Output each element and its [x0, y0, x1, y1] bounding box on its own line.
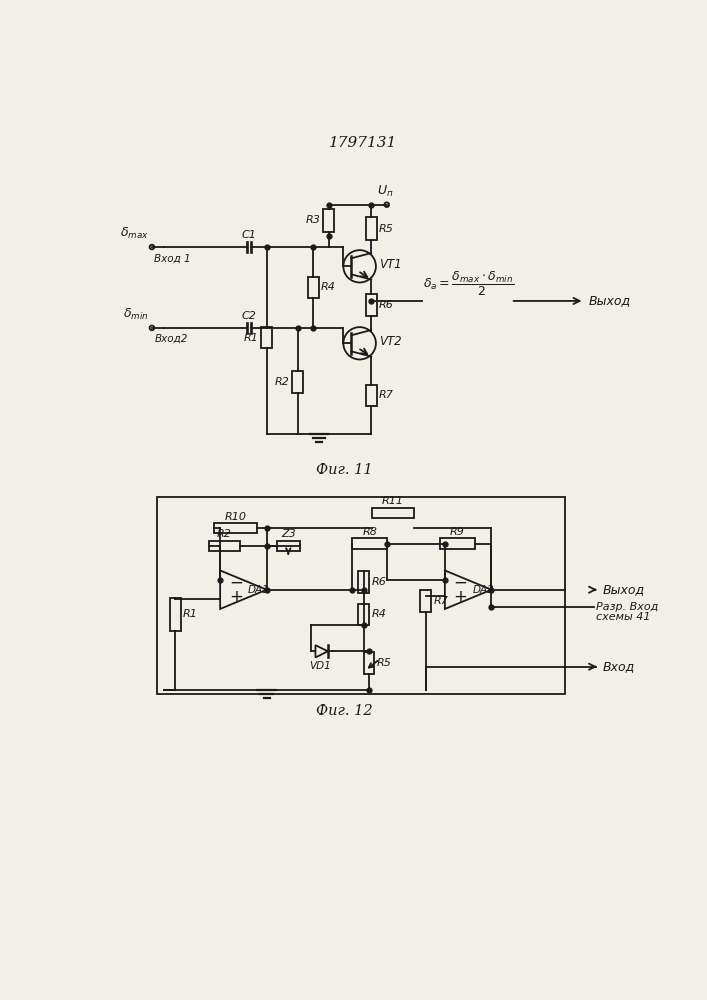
Text: R4: R4: [321, 282, 336, 292]
Text: $+$: $+$: [453, 588, 467, 606]
Text: R9: R9: [450, 527, 464, 537]
Text: $\delta_{min}$: $\delta_{min}$: [123, 307, 149, 322]
Text: R2: R2: [275, 377, 290, 387]
Bar: [358, 604, 369, 625]
Text: $-$: $-$: [228, 573, 243, 591]
Text: $\delta_{max}$: $\delta_{max}$: [120, 226, 149, 241]
Bar: [366, 385, 377, 406]
Text: $U_п$: $U_п$: [377, 183, 394, 199]
Text: R5: R5: [379, 224, 394, 234]
Bar: [209, 541, 240, 551]
Bar: [358, 571, 369, 593]
Text: R1: R1: [244, 333, 259, 343]
Bar: [352, 538, 387, 549]
Text: DA1: DA1: [248, 585, 270, 595]
Text: Вход 1: Вход 1: [154, 253, 191, 263]
Bar: [372, 508, 414, 518]
Text: 1797131: 1797131: [329, 136, 397, 150]
Text: R4: R4: [371, 609, 386, 619]
Bar: [156, 497, 565, 694]
Text: Выход: Выход: [602, 583, 644, 596]
Bar: [366, 217, 377, 240]
Bar: [366, 294, 377, 316]
Bar: [323, 209, 334, 232]
Text: C2: C2: [242, 311, 257, 321]
Text: Фиг. 12: Фиг. 12: [316, 704, 373, 718]
Bar: [214, 523, 257, 533]
Text: VD1: VD1: [309, 661, 331, 671]
Text: схемы 41: схемы 41: [596, 612, 650, 622]
Text: $+$: $+$: [228, 588, 243, 606]
Bar: [308, 277, 319, 298]
Text: R6: R6: [371, 577, 386, 587]
Text: R8: R8: [362, 527, 377, 537]
Text: Фиг. 11: Фиг. 11: [316, 463, 373, 477]
Text: Вход2: Вход2: [154, 334, 187, 344]
Bar: [363, 652, 374, 674]
Text: R2: R2: [216, 529, 231, 539]
Text: R5: R5: [377, 658, 392, 668]
Bar: [170, 598, 180, 631]
Bar: [292, 371, 303, 393]
Text: Выход: Выход: [588, 294, 631, 307]
Text: DA2: DA2: [473, 585, 494, 595]
Text: R10: R10: [225, 512, 247, 522]
Bar: [261, 327, 272, 348]
Text: Вход: Вход: [602, 660, 634, 673]
Text: VT2: VT2: [379, 335, 402, 348]
Text: VT1: VT1: [379, 258, 402, 271]
Text: $\delta_a=\dfrac{\delta_{max}\cdot\delta_{min}}{2}$: $\delta_a=\dfrac{\delta_{max}\cdot\delta…: [423, 270, 514, 298]
Text: R1: R1: [183, 609, 198, 619]
Text: R6: R6: [379, 300, 394, 310]
Text: R11: R11: [382, 496, 404, 506]
Text: C1: C1: [242, 230, 257, 240]
Bar: [440, 538, 474, 549]
Bar: [276, 541, 300, 551]
Text: R3: R3: [306, 215, 321, 225]
Text: Z3: Z3: [281, 529, 296, 539]
Text: $-$: $-$: [453, 573, 467, 591]
Text: R7: R7: [433, 596, 448, 606]
Text: Разр. Вход: Разр. Вход: [596, 602, 658, 612]
Bar: [420, 590, 431, 612]
Text: R7: R7: [379, 390, 394, 400]
